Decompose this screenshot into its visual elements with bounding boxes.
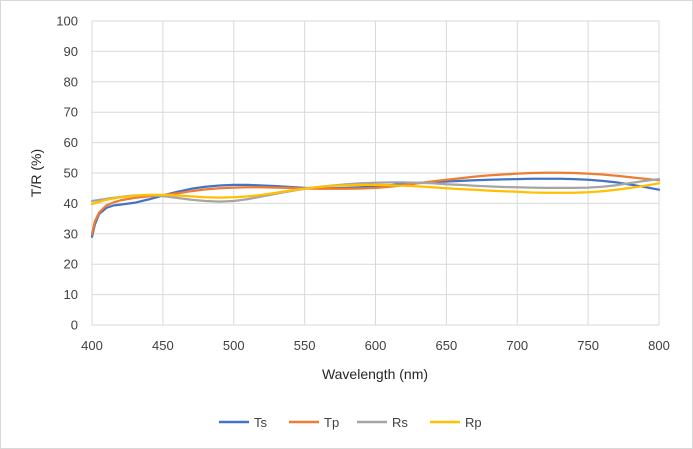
x-tick-label: 450 — [152, 338, 174, 353]
y-tick-label: 90 — [64, 44, 78, 59]
y-tick-label: 100 — [56, 14, 78, 29]
legend-label-rs: Rs — [392, 415, 408, 430]
y-tick-label: 20 — [64, 257, 78, 272]
y-tick-label: 70 — [64, 105, 78, 120]
y-tick-label: 40 — [64, 196, 78, 211]
legend-label-tp: Tp — [324, 415, 339, 430]
x-tick-label: 700 — [506, 338, 528, 353]
x-tick-label: 500 — [223, 338, 245, 353]
y-tick-label: 60 — [64, 135, 78, 150]
x-tick-label: 650 — [436, 338, 458, 353]
legend-label-rp: Rp — [465, 415, 482, 430]
y-tick-label: 0 — [71, 318, 78, 333]
series-line-rp — [90, 182, 661, 206]
series-lines — [90, 171, 661, 238]
y-axis-title: T/R (%) — [28, 149, 44, 197]
series-line-rs — [90, 177, 661, 203]
legend: Ts Tp Rs Rp — [219, 415, 482, 430]
x-tick-label: 400 — [81, 338, 103, 353]
x-tick-label: 750 — [577, 338, 599, 353]
legend-label-ts: Ts — [254, 415, 268, 430]
y-tick-label: 80 — [64, 74, 78, 89]
y-tick-label: 50 — [64, 166, 78, 181]
x-tick-label: 600 — [365, 338, 387, 353]
x-tick-label: 800 — [648, 338, 670, 353]
x-axis-ticks: 400 450 500 550 600 650 700 750 800 — [81, 338, 670, 353]
y-tick-label: 10 — [64, 287, 78, 302]
y-tick-label: 30 — [64, 226, 78, 241]
y-axis-ticks: 0 10 20 30 40 50 60 70 80 90 100 — [56, 14, 78, 333]
x-axis-title: Wavelength (nm) — [322, 366, 428, 382]
x-tick-label: 550 — [294, 338, 316, 353]
